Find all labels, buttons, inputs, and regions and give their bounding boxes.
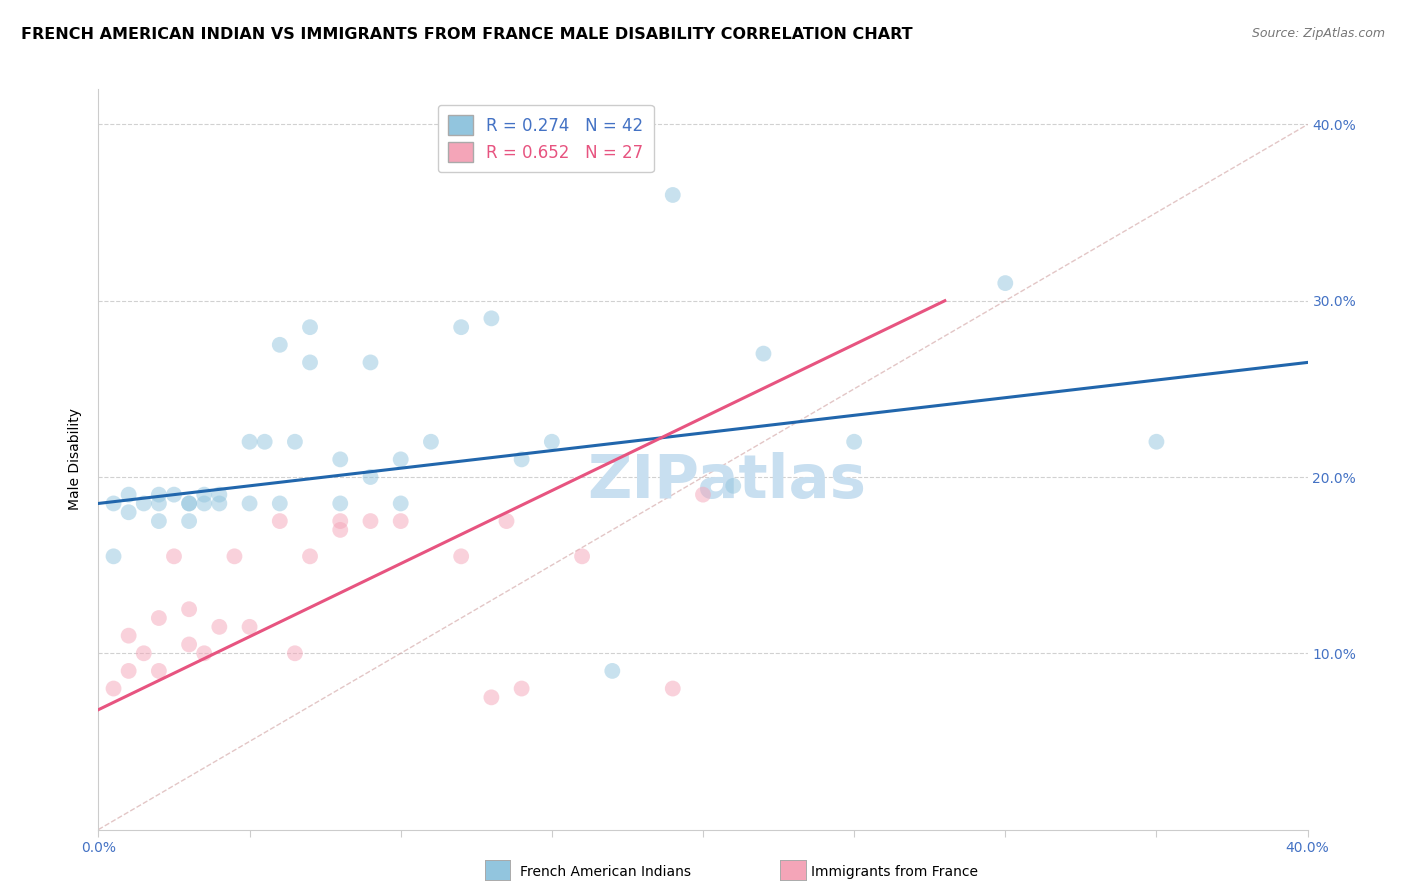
- Point: [132, 496, 155, 510]
- Point: [208, 496, 231, 510]
- Point: [481, 311, 503, 326]
- Point: [179, 496, 201, 510]
- Point: [360, 514, 382, 528]
- Point: [118, 505, 141, 519]
- Point: [389, 514, 412, 528]
- Point: [118, 664, 141, 678]
- Point: [224, 549, 246, 564]
- Point: [179, 637, 201, 651]
- Point: [148, 488, 170, 502]
- Point: [269, 514, 291, 528]
- Point: [360, 355, 382, 369]
- Point: [239, 496, 262, 510]
- Point: [132, 646, 155, 660]
- Point: [269, 338, 291, 352]
- Point: [540, 434, 562, 449]
- Text: Source: ZipAtlas.com: Source: ZipAtlas.com: [1251, 27, 1385, 40]
- Point: [179, 602, 201, 616]
- Point: [193, 488, 215, 502]
- Point: [103, 496, 125, 510]
- Point: [299, 320, 322, 334]
- Point: [510, 452, 533, 467]
- Text: FRENCH AMERICAN INDIAN VS IMMIGRANTS FROM FRANCE MALE DISABILITY CORRELATION CHA: FRENCH AMERICAN INDIAN VS IMMIGRANTS FRO…: [21, 27, 912, 42]
- Point: [723, 479, 745, 493]
- Point: [692, 488, 714, 502]
- Point: [571, 549, 593, 564]
- Point: [420, 434, 443, 449]
- Point: [299, 355, 322, 369]
- Point: [661, 681, 683, 696]
- Point: [602, 664, 624, 678]
- Text: ZIPatlas: ZIPatlas: [588, 452, 866, 511]
- Text: French American Indians: French American Indians: [520, 865, 692, 880]
- Point: [284, 646, 307, 660]
- Point: [510, 681, 533, 696]
- Y-axis label: Male Disability: Male Disability: [69, 409, 83, 510]
- Point: [193, 496, 215, 510]
- Point: [253, 434, 276, 449]
- Point: [193, 646, 215, 660]
- Point: [179, 514, 201, 528]
- Point: [329, 523, 352, 537]
- Point: [118, 629, 141, 643]
- Point: [329, 452, 352, 467]
- Point: [284, 434, 307, 449]
- Point: [389, 496, 412, 510]
- Point: [329, 496, 352, 510]
- Point: [148, 611, 170, 625]
- Point: [103, 681, 125, 696]
- Point: [994, 276, 1017, 290]
- Point: [239, 620, 262, 634]
- Point: [844, 434, 866, 449]
- Point: [103, 549, 125, 564]
- Point: [163, 549, 186, 564]
- Text: Immigrants from France: Immigrants from France: [811, 865, 979, 880]
- Point: [661, 188, 683, 202]
- Point: [752, 346, 775, 360]
- Legend: R = 0.274   N = 42, R = 0.652   N = 27: R = 0.274 N = 42, R = 0.652 N = 27: [439, 105, 654, 172]
- Point: [360, 470, 382, 484]
- Point: [389, 452, 412, 467]
- Point: [148, 496, 170, 510]
- Point: [450, 320, 472, 334]
- Point: [299, 549, 322, 564]
- Point: [179, 496, 201, 510]
- Point: [148, 514, 170, 528]
- Point: [208, 620, 231, 634]
- Point: [329, 514, 352, 528]
- Point: [163, 488, 186, 502]
- Point: [481, 690, 503, 705]
- Point: [239, 434, 262, 449]
- Point: [148, 664, 170, 678]
- Point: [495, 514, 517, 528]
- Point: [118, 488, 141, 502]
- Point: [269, 496, 291, 510]
- Point: [1144, 434, 1167, 449]
- Point: [450, 549, 472, 564]
- Point: [208, 488, 231, 502]
